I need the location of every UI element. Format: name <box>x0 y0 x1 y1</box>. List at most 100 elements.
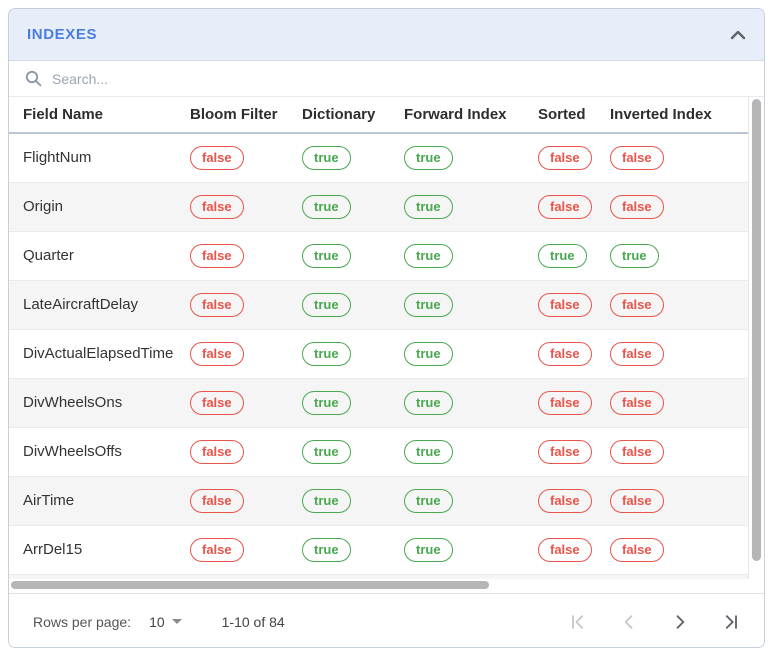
column-header-bloom-filter: Bloom Filter <box>190 97 302 134</box>
indexes-panel: INDEXES Field Name <box>8 8 765 648</box>
boolean-pill: false <box>538 537 592 562</box>
boolean-pill: true <box>404 390 453 415</box>
table-row: DivActualElapsedTime false true true false fa… <box>9 329 748 379</box>
boolean-pill: false <box>190 341 244 366</box>
pagination-nav <box>567 611 742 633</box>
panel-title: INDEXES <box>27 26 98 43</box>
forward-index-cell: true <box>404 378 538 428</box>
forward-index-cell: true <box>404 329 538 379</box>
horizontal-scrollbar-thumb[interactable] <box>11 581 489 589</box>
dictionary-cell: true <box>302 182 404 232</box>
partial-next-row <box>9 574 748 579</box>
column-header-dictionary: Dictionary <box>302 97 404 134</box>
boolean-pill: true <box>610 243 659 268</box>
inverted-index-cell: false <box>610 182 748 232</box>
table-row: LateAircraftDelay false true true false false <box>9 280 748 330</box>
boolean-pill: true <box>302 194 351 219</box>
vertical-scrollbar-thumb[interactable] <box>752 99 761 561</box>
boolean-pill: true <box>302 390 351 415</box>
sorted-cell: false <box>538 525 610 575</box>
column-header-forward-index: Forward Index <box>404 97 538 134</box>
previous-page-button[interactable] <box>618 611 640 633</box>
boolean-pill: false <box>610 145 664 170</box>
field-name-cell: ArrDel15 <box>9 525 190 575</box>
sorted-cell: true <box>538 231 610 281</box>
dictionary-cell: true <box>302 231 404 281</box>
bloom-filter-cell: false <box>190 133 302 183</box>
sorted-cell: false <box>538 280 610 330</box>
table-row: DivWheelsOffs false true true false false <box>9 427 748 477</box>
page-range-label: 1-10 of 84 <box>221 613 285 630</box>
boolean-pill: false <box>538 341 592 366</box>
bloom-filter-cell: false <box>190 231 302 281</box>
inverted-index-cell: false <box>610 329 748 379</box>
last-page-button[interactable] <box>720 611 742 633</box>
bloom-filter-cell: false <box>190 378 302 428</box>
next-page-button[interactable] <box>669 611 691 633</box>
collapse-chevron-icon[interactable] <box>730 30 746 40</box>
dictionary-cell: true <box>302 329 404 379</box>
search-input[interactable] <box>52 70 748 87</box>
forward-index-cell: true <box>404 427 538 477</box>
boolean-pill: true <box>302 537 351 562</box>
boolean-pill: true <box>302 243 351 268</box>
column-header-sorted: Sorted <box>538 97 610 134</box>
boolean-pill: false <box>538 292 592 317</box>
bloom-filter-cell: false <box>190 329 302 379</box>
search-bar <box>9 61 764 97</box>
bloom-filter-cell: false <box>190 182 302 232</box>
boolean-pill: true <box>404 488 453 513</box>
vertical-scrollbar[interactable] <box>751 99 762 577</box>
boolean-pill: true <box>302 145 351 170</box>
table-row: DivWheelsOns false true true false false <box>9 378 748 428</box>
inverted-index-cell: false <box>610 476 748 526</box>
first-page-button[interactable] <box>567 611 589 633</box>
table-row: AirTime false true true false false <box>9 476 748 526</box>
rows-per-page-value: 10 <box>149 613 165 630</box>
boolean-pill: true <box>302 439 351 464</box>
table-row: FlightNum false true true false false <box>9 133 748 183</box>
pagination-bar: Rows per page: 10 1-10 of 84 <box>9 593 764 647</box>
boolean-pill: false <box>610 341 664 366</box>
boolean-pill: true <box>302 341 351 366</box>
boolean-pill: true <box>404 537 453 562</box>
inverted-index-cell: false <box>610 378 748 428</box>
boolean-pill: false <box>610 537 664 562</box>
bloom-filter-cell: false <box>190 525 302 575</box>
boolean-pill: false <box>538 488 592 513</box>
rows-per-page-label: Rows per page: <box>33 613 132 630</box>
dictionary-cell: true <box>302 525 404 575</box>
field-name-cell: Quarter <box>9 231 190 281</box>
sorted-cell: false <box>538 476 610 526</box>
rows-per-page-select[interactable]: 10 <box>149 614 182 630</box>
boolean-pill: true <box>404 194 453 219</box>
field-name-cell: AirTime <box>9 476 190 526</box>
boolean-pill: false <box>538 194 592 219</box>
sorted-cell: false <box>538 427 610 477</box>
sorted-cell: false <box>538 182 610 232</box>
boolean-pill: false <box>190 145 244 170</box>
boolean-pill: true <box>302 292 351 317</box>
forward-index-cell: true <box>404 476 538 526</box>
boolean-pill: true <box>302 488 351 513</box>
boolean-pill: false <box>190 292 244 317</box>
table-body: FlightNum false true true false false Origin fa… <box>9 133 748 575</box>
boolean-pill: false <box>538 145 592 170</box>
boolean-pill: false <box>190 537 244 562</box>
boolean-pill: true <box>404 341 453 366</box>
forward-index-cell: true <box>404 280 538 330</box>
boolean-pill: false <box>610 292 664 317</box>
field-name-cell: DivWheelsOffs <box>9 427 190 477</box>
dictionary-cell: true <box>302 427 404 477</box>
sorted-cell: false <box>538 329 610 379</box>
indexes-table: Field Name Bloom Filter Dictionary Forwa… <box>9 97 749 579</box>
boolean-pill: false <box>610 488 664 513</box>
dictionary-cell: true <box>302 476 404 526</box>
boolean-pill: false <box>190 488 244 513</box>
boolean-pill: false <box>190 243 244 268</box>
horizontal-scrollbar[interactable] <box>11 581 747 589</box>
search-icon <box>25 70 42 87</box>
forward-index-cell: true <box>404 182 538 232</box>
panel-header[interactable]: INDEXES <box>9 9 764 61</box>
inverted-index-cell: false <box>610 280 748 330</box>
